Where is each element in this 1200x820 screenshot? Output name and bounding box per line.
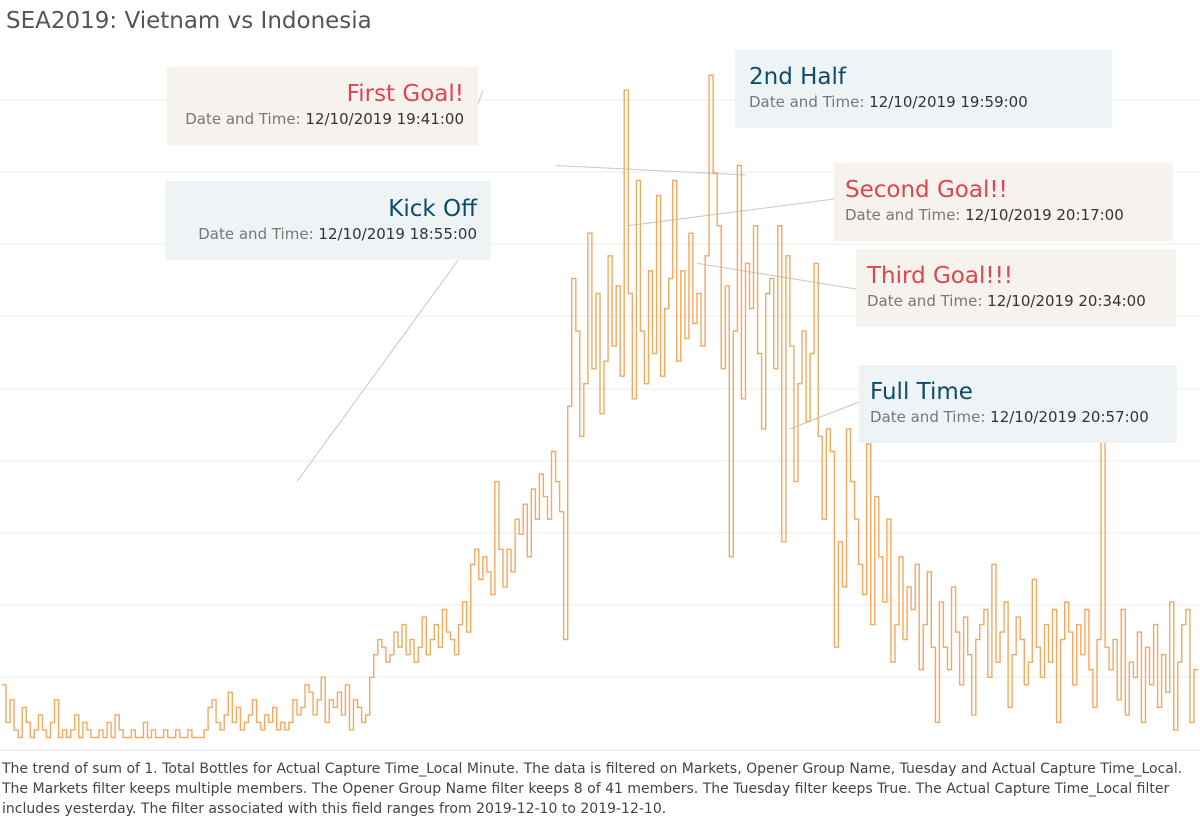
kick-off-annotation: Kick Off Date and Time: 12/10/2019 18:55… [165, 181, 491, 260]
annotation-leader-line [477, 90, 484, 105]
second-goal-datetime: Date and Time: 12/10/2019 20:17:00 [845, 206, 1124, 224]
bottles-step-line [2, 74, 1198, 739]
chart-title: SEA2019: Vietnam vs Indonesia [6, 8, 372, 34]
second-half-datetime: Date and Time: 12/10/2019 19:59:00 [749, 93, 1028, 111]
third-goal-annotation: Third Goal!!! Date and Time: 12/10/2019 … [856, 249, 1176, 327]
kick-off-datetime: Date and Time: 12/10/2019 18:55:00 [198, 225, 477, 243]
third-goal-datetime: Date and Time: 12/10/2019 20:34:00 [867, 292, 1146, 310]
annotation-leader-line [628, 198, 835, 227]
chart-caption: The trend of sum of 1. Total Bottles for… [2, 761, 1183, 817]
third-goal-title: Third Goal!!! [867, 263, 1014, 289]
first-goal-datetime: Date and Time: 12/10/2019 19:41:00 [185, 110, 464, 128]
second-goal-annotation: Second Goal!! Date and Time: 12/10/2019 … [834, 163, 1173, 241]
first-goal-annotation: First Goal! Date and Time: 12/10/2019 19… [167, 67, 478, 145]
second-goal-title: Second Goal!! [845, 177, 1008, 203]
kick-off-title: Kick Off [388, 196, 477, 222]
full-time-datetime: Date and Time: 12/10/2019 20:57:00 [870, 408, 1149, 426]
full-time-title: Full Time [870, 379, 973, 405]
second-half-title: 2nd Half [749, 64, 846, 90]
first-goal-title: First Goal! [346, 81, 464, 107]
second-half-annotation: 2nd Half Date and Time: 12/10/2019 19:59… [735, 50, 1112, 128]
annotation-leaders [296, 90, 860, 482]
annotation-leader-line [696, 262, 857, 290]
annotation-leader-line [789, 401, 860, 430]
full-time-annotation: Full Time Date and Time: 12/10/2019 20:5… [859, 365, 1177, 443]
